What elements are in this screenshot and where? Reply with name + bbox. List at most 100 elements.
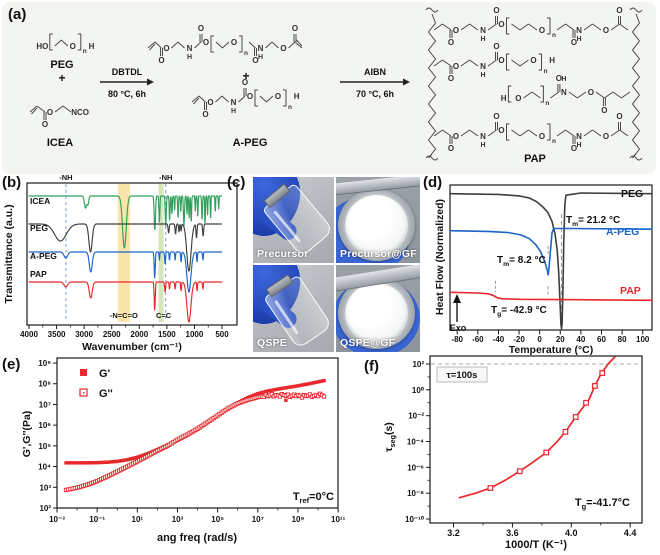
x-tick-label: 100 — [636, 335, 650, 344]
bracket — [506, 17, 510, 35]
group-HO: HO — [36, 42, 48, 51]
gp-marker — [288, 385, 292, 389]
subscript-n: n — [544, 68, 548, 75]
bond — [519, 129, 529, 137]
x-tick-label: 10⁷ — [252, 515, 264, 524]
y-axis-label: Heat Flow (Normalized) — [434, 199, 446, 315]
x-tick-label: 500 — [215, 330, 229, 339]
bond — [248, 41, 256, 49]
gp-marker — [81, 461, 85, 465]
photo-precursor: Precursor — [253, 177, 334, 263]
bracket — [507, 85, 512, 103]
shape: (s) — [383, 422, 395, 435]
atom-O: O — [202, 110, 208, 119]
atom-N: N — [576, 132, 582, 141]
atom-O: O — [231, 38, 237, 47]
gp-marker — [91, 461, 95, 465]
atom-O: O — [601, 106, 607, 115]
gp-marker — [318, 379, 322, 384]
gp-marker — [101, 460, 105, 465]
y-tick-label: 10⁹ — [38, 359, 51, 368]
label-a-peg: A-PEG — [233, 137, 268, 149]
gp-marker — [282, 386, 286, 390]
bracket — [547, 123, 551, 141]
gp-marker — [107, 460, 111, 464]
gp-marker — [306, 382, 310, 386]
shape: T — [566, 215, 572, 226]
atom-H: H — [258, 54, 263, 61]
x-tick-label: 4.4 — [624, 528, 637, 538]
atom-H: H — [576, 142, 581, 149]
atom-O: O — [207, 98, 213, 107]
gp-marker — [292, 384, 296, 389]
legend-gpp-label: G'' — [99, 388, 113, 400]
y-tick-label: 10⁰ — [412, 386, 425, 395]
atom-N: N — [480, 62, 486, 71]
cc-label: C=C — [156, 311, 172, 320]
tm-peg-annotation: Tm= 21.2 °C — [566, 215, 620, 228]
atom-O: O — [616, 112, 622, 121]
y-tick-label: 10⁶ — [38, 421, 51, 430]
membrane-disc — [345, 283, 408, 344]
bond — [610, 129, 620, 137]
atom-O: O — [453, 132, 459, 141]
gp-marker — [77, 461, 81, 465]
bond — [60, 39, 69, 47]
bond — [265, 41, 273, 49]
gp-marker — [286, 385, 290, 390]
gp-marker — [125, 458, 129, 462]
subscript-n: n — [244, 50, 248, 57]
panel-label-d: (d) — [423, 174, 443, 191]
atom-H: H — [187, 54, 192, 61]
spectrum-PEG — [28, 223, 223, 272]
bracket — [283, 89, 287, 107]
dsc-curve-A-PEG — [449, 227, 653, 276]
gp-marker — [121, 458, 125, 463]
bond — [238, 95, 246, 103]
photo-grid: Precursor Precursor@GF QSPE QSPE@GF — [253, 177, 420, 352]
gp-marker — [75, 461, 79, 465]
plot-frame — [449, 184, 653, 331]
bond — [460, 129, 470, 137]
shape: T — [491, 305, 497, 316]
arrow-head — [147, 78, 154, 86]
spectrum-label-PAP: PAP — [30, 269, 47, 279]
double-bond — [31, 107, 38, 115]
atom-O: O — [203, 38, 209, 47]
x-tick-label: 2000 — [130, 330, 148, 339]
bond — [619, 23, 629, 31]
x-tick-label: 4000 — [20, 330, 38, 339]
shape: T — [293, 491, 300, 503]
atom-O: O — [515, 94, 521, 103]
x-axis-label: ang freq (rad/s) — [157, 532, 237, 544]
gp-marker — [268, 388, 272, 393]
gp-marker — [68, 461, 73, 465]
atom-H: H — [231, 108, 236, 115]
gp-marker — [254, 392, 258, 397]
gp-marker — [97, 460, 101, 465]
bond — [259, 95, 267, 103]
photo-label: Precursor@GF — [340, 248, 417, 260]
y-tick-label: 10² — [39, 504, 51, 513]
bond — [222, 41, 230, 49]
gp-marker — [280, 386, 284, 391]
dsc-curve-PEG — [449, 192, 653, 330]
plot-frame — [26, 182, 238, 326]
atom-O: O — [198, 24, 204, 33]
vft-plot: τ=100s Tg=-41.7°C 3.2 3.6 4.0 4.4 10² 10⁰ 10⁻² 10… — [383, 355, 643, 551]
y-tick-label: 10⁸ — [38, 380, 51, 389]
bond — [519, 23, 529, 31]
atom-O: O — [493, 112, 499, 121]
gp-marker — [115, 459, 119, 464]
panel-label-a: (a) — [8, 6, 27, 23]
atom-N: N — [187, 44, 193, 53]
photo-qspe: QSPE — [253, 265, 334, 352]
photo-precursor-gf: Precursor@GF — [336, 177, 420, 263]
gp-marker — [131, 456, 136, 460]
double-bond — [294, 41, 303, 49]
curve-label-peg: PEG — [621, 188, 643, 200]
shape: seg — [389, 435, 397, 447]
atom-N: N — [258, 44, 264, 53]
tau-data-point — [562, 428, 569, 435]
x-tick-label: 60 — [597, 335, 606, 344]
